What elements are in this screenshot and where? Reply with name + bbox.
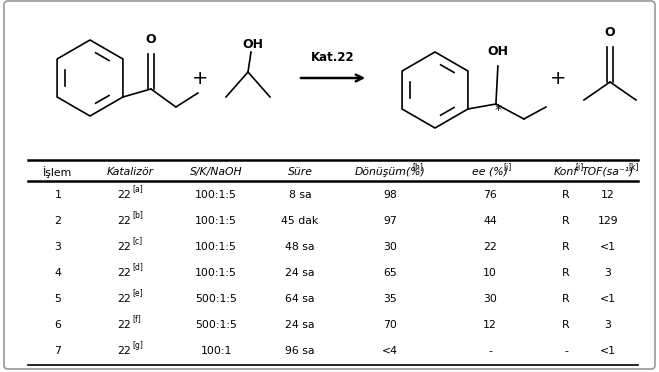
Text: 35: 35 (383, 294, 397, 304)
Text: OH: OH (243, 38, 264, 51)
Text: 5: 5 (55, 294, 61, 304)
Text: R: R (562, 242, 570, 252)
Text: 100:1:5: 100:1:5 (195, 190, 237, 200)
Text: 64 sa: 64 sa (285, 294, 315, 304)
Text: 22: 22 (117, 320, 131, 330)
Text: 22: 22 (117, 268, 131, 278)
Text: +: + (192, 68, 208, 87)
Text: R: R (562, 294, 570, 304)
Text: 12: 12 (483, 320, 497, 330)
Text: 22: 22 (483, 242, 497, 252)
Text: 24 sa: 24 sa (285, 268, 315, 278)
Text: TOF(sa⁻¹): TOF(sa⁻¹) (582, 167, 634, 177)
Text: 4: 4 (55, 268, 61, 278)
Text: 96 sa: 96 sa (285, 346, 315, 356)
Text: *: * (494, 103, 501, 117)
Text: [k]: [k] (628, 163, 639, 171)
Text: 2: 2 (55, 216, 61, 226)
Text: 22: 22 (117, 216, 131, 226)
Text: 100:1:5: 100:1:5 (195, 216, 237, 226)
Text: Süre: Süre (287, 167, 312, 177)
Text: 3: 3 (604, 268, 612, 278)
Text: 45 dak: 45 dak (281, 216, 318, 226)
Text: Konf: Konf (554, 167, 578, 177)
Text: 500:1:5: 500:1:5 (195, 294, 237, 304)
Text: 44: 44 (483, 216, 497, 226)
Text: ee (%): ee (%) (472, 167, 508, 177)
Text: R: R (562, 216, 570, 226)
Text: 12: 12 (601, 190, 615, 200)
Text: 3: 3 (55, 242, 61, 252)
Text: 98: 98 (383, 190, 397, 200)
Text: R: R (562, 320, 570, 330)
Text: <1: <1 (600, 294, 616, 304)
Text: [a]: [a] (132, 185, 143, 193)
Text: 3: 3 (604, 320, 612, 330)
Text: -: - (564, 346, 568, 356)
Text: OH: OH (488, 45, 508, 58)
Text: O: O (605, 26, 616, 39)
Text: 48 sa: 48 sa (285, 242, 315, 252)
Text: [f]: [f] (132, 314, 141, 324)
Text: 22: 22 (117, 190, 131, 200)
Text: 500:1:5: 500:1:5 (195, 320, 237, 330)
Text: S/K/NaOH: S/K/NaOH (190, 167, 243, 177)
Text: 129: 129 (598, 216, 618, 226)
Text: R: R (562, 190, 570, 200)
Text: [d]: [d] (132, 263, 143, 272)
Text: [h]: [h] (412, 163, 423, 171)
Text: 10: 10 (483, 268, 497, 278)
Text: 97: 97 (383, 216, 397, 226)
Text: [i]: [i] (503, 163, 512, 171)
Text: 8 sa: 8 sa (289, 190, 311, 200)
Text: [c]: [c] (132, 237, 142, 246)
Text: O: O (146, 33, 156, 46)
Text: 24 sa: 24 sa (285, 320, 315, 330)
Text: 100:1:5: 100:1:5 (195, 242, 237, 252)
Text: 7: 7 (55, 346, 61, 356)
Text: 22: 22 (117, 346, 131, 356)
Text: 70: 70 (383, 320, 397, 330)
Text: -: - (488, 346, 492, 356)
Text: +: + (550, 68, 566, 87)
Text: R: R (562, 268, 570, 278)
Text: <1: <1 (600, 346, 616, 356)
Text: Kat.22: Kat.22 (311, 51, 355, 64)
Text: 30: 30 (483, 294, 497, 304)
Text: <4: <4 (382, 346, 398, 356)
Text: 6: 6 (55, 320, 61, 330)
Text: 22: 22 (117, 242, 131, 252)
Text: 30: 30 (383, 242, 397, 252)
Text: 1: 1 (55, 190, 61, 200)
Text: [e]: [e] (132, 289, 142, 298)
Text: Katalizör: Katalizör (107, 167, 154, 177)
Text: Dönüşüm(%): Dönüşüm(%) (355, 167, 425, 177)
Text: İşlem: İşlem (43, 166, 72, 178)
Text: [g]: [g] (132, 340, 143, 350)
Text: 65: 65 (383, 268, 397, 278)
Text: <1: <1 (600, 242, 616, 252)
Text: 76: 76 (483, 190, 497, 200)
Text: 22: 22 (117, 294, 131, 304)
Text: [i]: [i] (575, 163, 584, 171)
Text: [b]: [b] (132, 211, 143, 219)
Text: 100:1:5: 100:1:5 (195, 268, 237, 278)
Text: 100:1: 100:1 (200, 346, 232, 356)
